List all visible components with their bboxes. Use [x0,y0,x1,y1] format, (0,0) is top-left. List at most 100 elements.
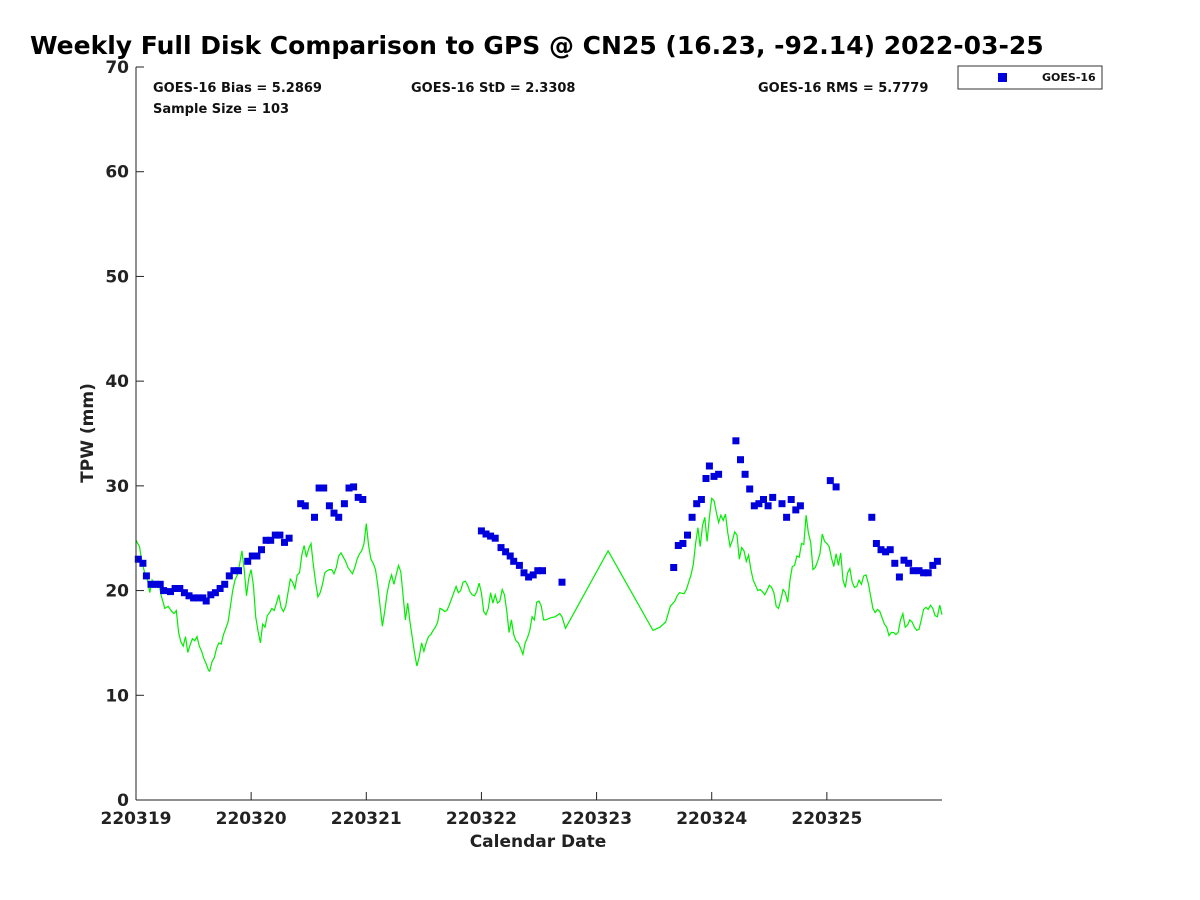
goes16-point [142,572,150,580]
goes16-point [180,589,188,597]
goes16-point [301,502,309,510]
goes16-point [506,552,514,560]
goes16-point [715,470,723,478]
y-tick-label: 70 [105,58,129,78]
goes16-point [258,546,265,554]
goes16-point [674,542,682,549]
goes16-point [525,573,533,581]
goes16-point [929,561,937,569]
goes16-point [710,472,718,480]
goes16-point [176,585,184,592]
gps-series [135,497,943,673]
x-axis-ticks: 220319 220320 220321 220322 220323 220324 2203… [101,792,862,829]
goes16-point [156,580,164,588]
y-tick-label: 40 [105,372,129,392]
goes16-point [769,493,777,501]
goes16-point [783,513,791,521]
goes16-point [244,557,252,565]
goes16-point [679,540,687,547]
goes16-point [497,544,505,552]
goes16-point [693,500,701,508]
x-tick-label: 220319 [101,809,172,829]
goes16-point [877,546,885,554]
goes16-point [315,484,323,492]
goes16-point [697,496,705,503]
goes16-point [185,592,193,600]
stat-std: GOES-16 StD = 2.3308 [411,81,575,96]
goes16-point [510,557,518,565]
goes16-point [477,527,485,535]
goes16-point [933,557,941,565]
goes16-point [139,559,147,567]
x-tick-label: 220320 [216,809,287,829]
goes16-point [487,532,495,540]
goes16-point [216,585,224,592]
goes16-point [235,567,242,575]
goes16-point [160,587,168,595]
goes16-point [891,559,899,567]
x-tick-label: 220322 [446,809,517,829]
goes16-point [297,500,305,508]
x-axis-label: Calendar Date [470,832,607,852]
goes16-point [320,484,328,492]
goes16-point [702,475,710,482]
stat-rms: GOES-16 RMS = 5.7779 [758,81,928,96]
goes16-point [909,567,917,575]
goes16-point [482,530,490,538]
goes16-point [915,567,923,575]
goes16-point [792,506,800,514]
y-tick-label: 0 [117,791,129,811]
goes16-point [491,534,499,542]
y-axis-label: TPW (mm) [78,383,98,483]
goes16-point [152,580,160,588]
goes16-point [796,502,804,510]
goes16-point [920,569,928,577]
goes16-point [760,496,767,503]
stat-bias: GOES-16 Bias = 5.2869 [153,81,322,96]
goes16-point [684,531,691,539]
goes16-point [750,502,758,510]
y-tick-label: 30 [105,477,129,497]
goes16-point [276,531,284,539]
goes16-point [534,567,542,575]
goes16-point [248,552,256,560]
goes16-point [311,513,318,521]
legend-label-goes16: GOES-16 [1042,71,1096,84]
goes16-point [285,534,293,542]
goes16-point [345,484,353,492]
goes16-point [325,502,333,510]
goes16-point [886,546,894,554]
goes16-point [872,540,880,547]
goes16-series [134,437,941,605]
stat-sample-size: Sample Size = 103 [153,102,289,117]
x-tick-label: 220323 [561,809,632,829]
goes16-point [670,564,678,571]
legend-marker-square [998,73,1007,82]
goes16-point [350,483,358,491]
goes16-point [354,493,362,501]
goes16-point [335,513,343,521]
goes16-point [832,483,840,491]
goes16-point [221,580,229,588]
legend: GOES-16 [957,65,1103,90]
x-tick-label: 220324 [676,809,747,829]
chart-title: Weekly Full Disk Comparison to GPS @ CN2… [30,31,1044,60]
y-axis-ticks: 0 10 20 30 40 50 60 70 [105,58,144,811]
goes16-point [764,502,772,510]
plot-area [134,437,943,673]
legend-box [957,65,1103,90]
goes16-point [529,571,537,579]
goes16-point [882,548,890,556]
goes16-point [253,552,261,560]
goes16-point [211,589,219,597]
y-tick-label: 20 [105,582,129,602]
goes16-point [147,580,155,588]
x-tick-label: 220325 [791,809,862,829]
goes16-point [340,500,348,508]
goes16-point [167,588,174,596]
goes16-point [895,573,903,581]
goes16-point [755,500,763,508]
goes16-point [134,555,142,563]
